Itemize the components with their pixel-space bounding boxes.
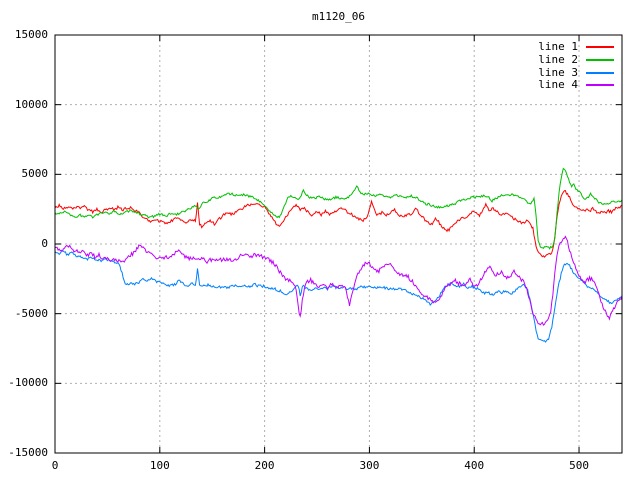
y-tick-label: -10000	[8, 376, 48, 390]
legend-line-sample	[586, 59, 614, 62]
y-tick-label: 15000	[14, 28, 48, 41]
legend-label: line 3	[538, 65, 578, 79]
y-tick-label: 0	[41, 237, 48, 250]
legend: line 1 line 2 line 3 line 4	[538, 41, 614, 92]
y-tick-label: 10000	[14, 97, 48, 111]
legend-item: line 4	[538, 79, 614, 92]
x-tick-label: 0	[51, 459, 59, 472]
legend-item: line 2	[538, 54, 614, 67]
y-tick-label: 5000	[21, 167, 49, 181]
series-line-4	[55, 235, 622, 326]
x-tick-label: 200	[254, 459, 275, 472]
legend-label: line 1	[538, 40, 578, 54]
y-tick-label: -15000	[8, 446, 48, 459]
x-tick-label: 100	[149, 459, 170, 472]
x-tick-label: 500	[569, 459, 589, 472]
series-line-1	[55, 190, 622, 258]
legend-label: line 4	[538, 78, 578, 92]
legend-line-sample	[586, 71, 614, 74]
legend-item: line 3	[538, 66, 614, 79]
legend-line-sample	[586, 46, 614, 49]
chart-title: m1120_06	[312, 10, 365, 23]
legend-line-sample	[586, 84, 614, 87]
legend-item: line 1	[538, 41, 614, 54]
x-tick-label: 300	[359, 459, 380, 472]
legend-label: line 2	[538, 53, 578, 67]
series-line-2	[55, 167, 622, 250]
x-tick-label: 400	[464, 459, 485, 472]
series-line-3	[55, 250, 622, 343]
y-tick-label: -5000	[14, 306, 48, 320]
